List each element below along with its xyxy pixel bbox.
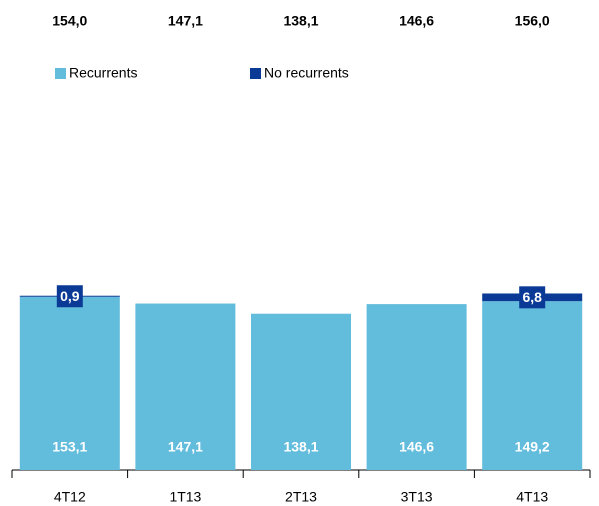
legend-label: Recurrents	[69, 65, 137, 81]
x-tick-label: 4T12	[54, 489, 86, 505]
legend-swatch	[55, 68, 66, 79]
bar-segment	[482, 301, 583, 470]
bar-segment	[251, 313, 351, 470]
value-label: 146,6	[399, 439, 434, 455]
value-label-box	[56, 285, 83, 308]
value-label: 147,1	[168, 439, 203, 455]
total-label: 146,6	[399, 13, 434, 29]
bar-segment	[135, 303, 236, 470]
bar-segment	[19, 296, 120, 470]
bar-segment	[366, 304, 467, 470]
value-label: 149,2	[515, 439, 550, 455]
total-label: 156,0	[515, 13, 550, 29]
value-label: 6,8	[522, 289, 542, 305]
value-label-box	[519, 286, 546, 309]
legend-swatch	[250, 68, 261, 79]
x-tick-label: 4T13	[516, 489, 548, 505]
total-label: 154,0	[52, 13, 87, 29]
total-label: 138,1	[283, 13, 318, 29]
x-tick-label: 3T13	[401, 489, 433, 505]
value-label: 138,1	[283, 439, 318, 455]
legend-label: No recurrents	[264, 65, 349, 81]
value-label: 0,9	[60, 288, 80, 304]
value-label: 153,1	[52, 439, 87, 455]
total-label: 147,1	[168, 13, 203, 29]
x-tick-label: 1T13	[169, 489, 201, 505]
x-tick-label: 2T13	[285, 489, 317, 505]
